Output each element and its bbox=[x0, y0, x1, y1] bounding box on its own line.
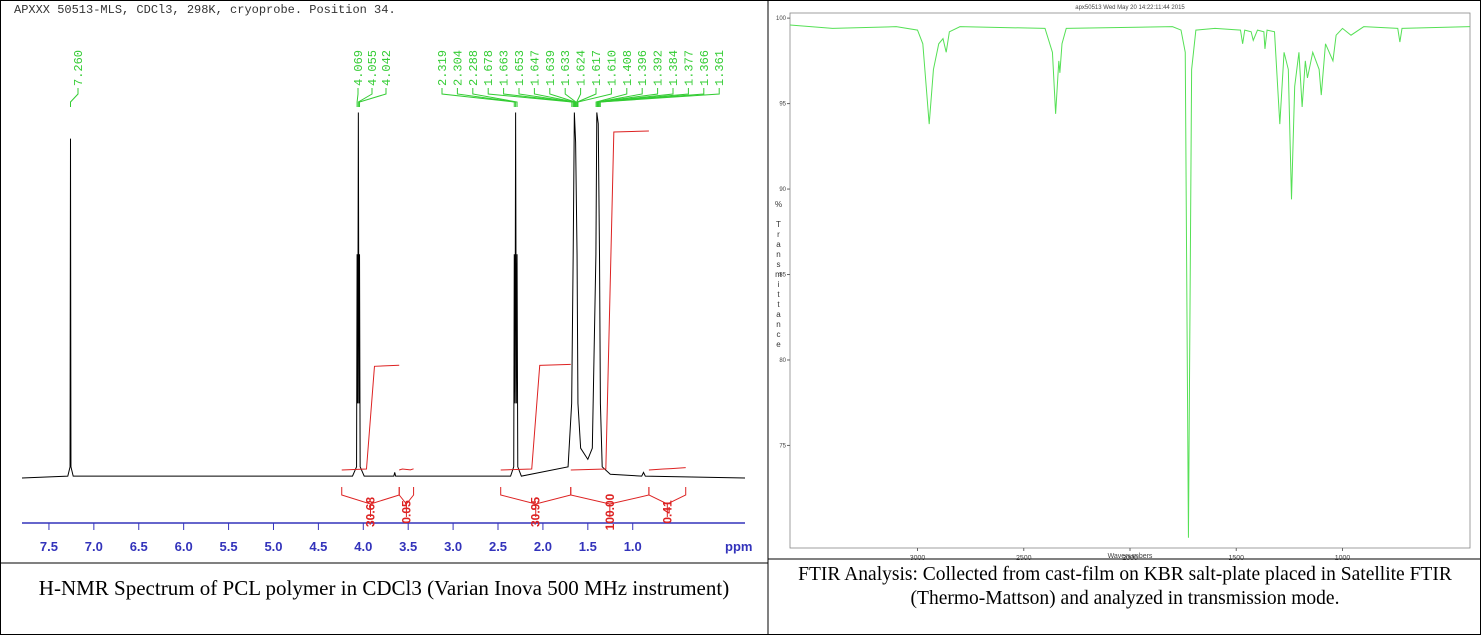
peak-label: 4.042 bbox=[380, 50, 394, 86]
y-tick-label: 95 bbox=[779, 102, 786, 108]
x-axis-label: ppm bbox=[725, 539, 752, 554]
peak-leader bbox=[518, 88, 575, 107]
x-tick-label: 3000 bbox=[910, 555, 926, 562]
x-tick-label: 1.5 bbox=[579, 539, 597, 554]
peak-label: 1.408 bbox=[621, 50, 635, 86]
peak-label: 1.377 bbox=[682, 50, 696, 86]
peak-label: 1.633 bbox=[559, 50, 573, 86]
peak-leader bbox=[357, 88, 373, 107]
peak-leader bbox=[564, 88, 577, 107]
x-tick-label: 4.0 bbox=[354, 539, 372, 554]
integral-curve bbox=[648, 467, 686, 471]
peak-label: 1.663 bbox=[498, 50, 512, 86]
peak-leader bbox=[487, 88, 573, 107]
peak-leader bbox=[595, 88, 628, 107]
peak-label: 7.260 bbox=[72, 50, 86, 86]
integral-label: 30.68 bbox=[363, 497, 377, 527]
x-tick-label: 1000 bbox=[1335, 555, 1351, 562]
peak-leader bbox=[533, 88, 576, 107]
integral-curve bbox=[570, 130, 649, 471]
peak-label: 1.361 bbox=[713, 50, 727, 86]
x-tick-label: 5.5 bbox=[220, 539, 238, 554]
peak-leader bbox=[576, 88, 582, 107]
y-tick-label: 85 bbox=[779, 273, 786, 279]
peak-leader bbox=[596, 88, 643, 107]
x-tick-label: 2500 bbox=[1016, 555, 1032, 562]
peak-label: 1.384 bbox=[667, 50, 681, 86]
x-tick-label: 7.5 bbox=[40, 539, 58, 554]
peak-leader bbox=[441, 88, 515, 107]
x-tick-label: 2.0 bbox=[534, 539, 552, 554]
spectrum-line bbox=[789, 24, 1471, 538]
integral-curve bbox=[341, 364, 400, 471]
y-tick-label: 90 bbox=[779, 187, 786, 193]
integral-label: 30.95 bbox=[529, 497, 543, 527]
x-tick-label: 3.0 bbox=[444, 539, 462, 554]
peak-leader bbox=[472, 88, 518, 107]
peak-leader bbox=[503, 88, 574, 107]
plot-frame bbox=[789, 12, 1471, 549]
x-tick-label: 7.0 bbox=[85, 539, 103, 554]
peak-label: 1.647 bbox=[528, 50, 542, 86]
x-tick-label: 5.0 bbox=[264, 539, 282, 554]
y-tick-label: 100 bbox=[776, 16, 787, 22]
spectrum-line bbox=[21, 112, 746, 479]
peak-leader bbox=[69, 88, 79, 107]
x-axis-label: Wavenumbers bbox=[1108, 553, 1153, 560]
peak-leader bbox=[359, 88, 387, 107]
peak-label: 2.319 bbox=[436, 50, 450, 86]
peak-label: 1.653 bbox=[513, 50, 527, 86]
peak-leader bbox=[577, 88, 612, 107]
integral-curve bbox=[500, 363, 571, 471]
y-tick-label: 75 bbox=[779, 443, 786, 449]
peak-label: 1.617 bbox=[590, 50, 604, 86]
peak-label: 1.392 bbox=[652, 50, 666, 86]
peak-label: 4.055 bbox=[366, 50, 380, 86]
x-tick-label: 3.5 bbox=[399, 539, 417, 554]
integral-label: 100.00 bbox=[603, 493, 617, 530]
peak-leader bbox=[576, 88, 597, 107]
x-tick-label: 2.5 bbox=[489, 539, 507, 554]
ftir-title: apx50513 Wed May 20 14:22:11:44 2015 bbox=[1075, 5, 1185, 11]
peak-label: 2.304 bbox=[451, 50, 465, 86]
peak-label: 1.366 bbox=[698, 50, 712, 86]
peak-label: 1.610 bbox=[605, 50, 619, 86]
peak-label: 4.069 bbox=[352, 50, 366, 86]
peak-label: 1.678 bbox=[482, 50, 496, 86]
integral-curve bbox=[399, 468, 414, 471]
peak-label: 1.624 bbox=[575, 50, 589, 86]
x-tick-label: 4.5 bbox=[309, 539, 327, 554]
nmr-title: APXXX 50513-MLS, CDCl3, 298K, cryoprobe.… bbox=[14, 3, 396, 17]
peak-leader bbox=[549, 88, 576, 107]
peak-leader bbox=[456, 88, 517, 107]
caption: FTIR Analysis: Collected from cast-film … bbox=[798, 564, 1452, 609]
peak-label: 1.396 bbox=[636, 50, 650, 86]
peak-leader bbox=[598, 88, 689, 107]
caption: H-NMR Spectrum of PCL polymer in CDCl3 (… bbox=[38, 576, 730, 600]
y-tick-label: 80 bbox=[779, 358, 786, 364]
x-tick-label: 6.5 bbox=[130, 539, 148, 554]
peak-leader bbox=[356, 88, 359, 107]
x-tick-label: 1500 bbox=[1228, 555, 1244, 562]
y-axis-label: % Transmittance bbox=[774, 200, 783, 350]
integral-label: 0.41 bbox=[660, 500, 674, 524]
peak-label: 2.288 bbox=[467, 50, 481, 86]
integral-label: 0.05 bbox=[399, 500, 413, 524]
x-tick-label: 6.0 bbox=[175, 539, 193, 554]
peak-leader bbox=[599, 88, 720, 107]
peak-leader bbox=[597, 88, 674, 107]
peak-leader bbox=[597, 88, 659, 107]
x-tick-label: 2000 bbox=[1122, 555, 1138, 562]
peak-label: 1.639 bbox=[544, 50, 558, 86]
x-tick-label: 1.0 bbox=[624, 539, 642, 554]
